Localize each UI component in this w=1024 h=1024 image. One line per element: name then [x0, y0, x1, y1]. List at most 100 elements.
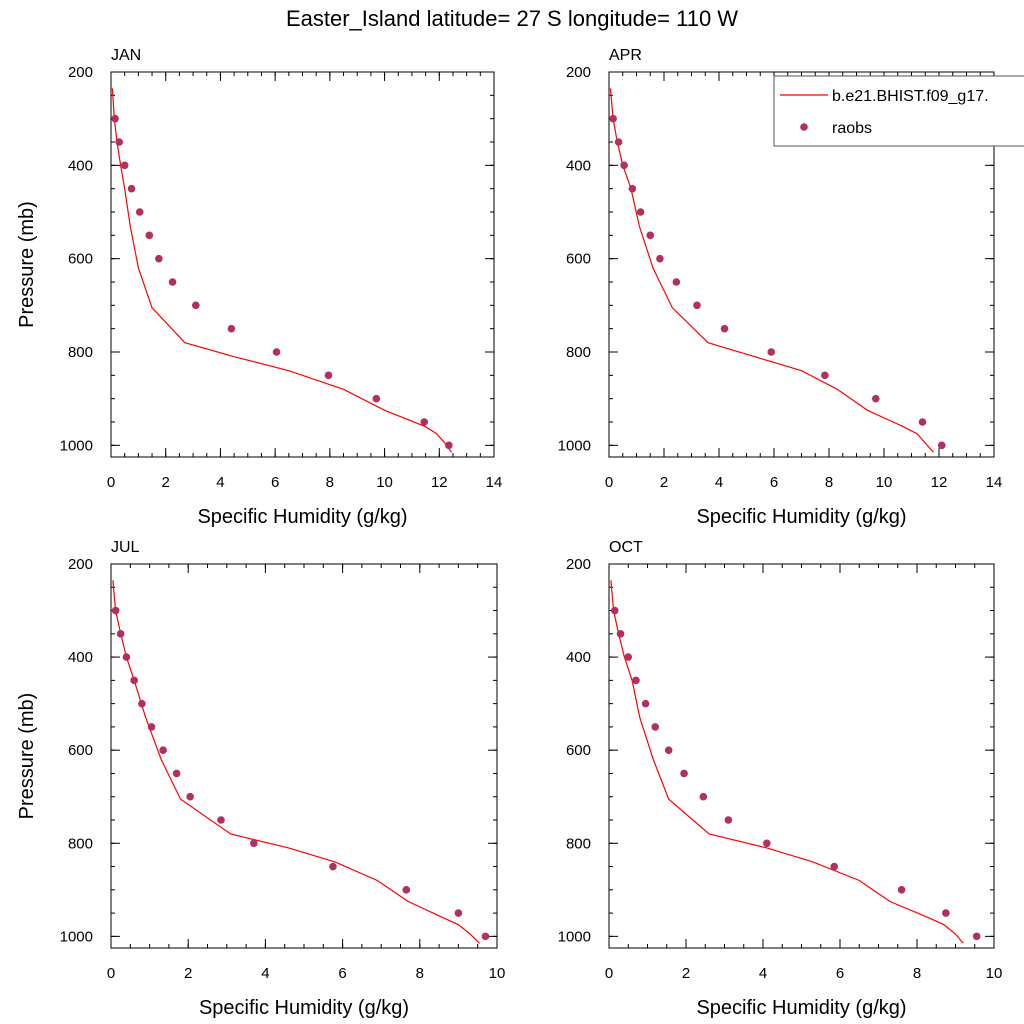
obs-point	[763, 839, 771, 848]
x-tick-label: 0	[605, 965, 613, 982]
x-tick-label: 12	[931, 474, 948, 491]
y-tick-label: 200	[566, 64, 591, 81]
y-tick-label: 200	[68, 64, 93, 81]
obs-point	[138, 699, 146, 708]
y-axis-label: Pressure (mb)	[16, 693, 38, 820]
panel-label: JAN	[111, 47, 141, 64]
plot-frame	[110, 563, 498, 949]
x-tick-label: 2	[660, 474, 668, 491]
y-tick-label: 600	[566, 742, 591, 759]
y-tick-label: 400	[68, 649, 93, 666]
obs-point	[641, 699, 650, 708]
x-tick-label: 4	[216, 474, 224, 491]
obs-point	[217, 816, 225, 824]
obs-point	[420, 418, 429, 426]
obs-point	[918, 418, 927, 426]
y-tick-label: 600	[68, 251, 93, 268]
obs-point	[115, 138, 124, 146]
x-tick-label: 2	[184, 965, 192, 982]
panel-jan: 0 2 4 6 8 10 12 14 200 400 600 800 1000 JAN Specific H…	[16, 47, 502, 528]
x-tick-label: 10	[986, 965, 1003, 982]
y-axis-label: Pressure (mb)	[16, 201, 38, 328]
panel-apr: 0 2 4 6 8 10 12 14 200 400 600 800 1000 APR Specific H…	[558, 47, 1003, 528]
obs-point	[636, 208, 645, 216]
obs-point	[145, 231, 154, 240]
obs-point	[693, 301, 701, 310]
x-tick-label: 14	[486, 474, 503, 491]
model-line	[112, 580, 481, 944]
x-tick-label: 8	[416, 965, 424, 982]
obs-point	[616, 630, 625, 638]
model-line	[610, 580, 964, 944]
legend: b.e21.BHIST.f09_g17.raobs	[773, 75, 1024, 147]
x-tick-label: 2	[682, 965, 690, 982]
obs-point	[942, 909, 950, 917]
legend-model-label: b.e21.BHIST.f09_g17.	[832, 88, 989, 105]
obs-point	[767, 348, 776, 356]
panel-oct: 0 2 4 6 8 10 200 400 600 800 1000 OCT Specific Humid…	[558, 539, 1003, 1019]
y-tick-label: 600	[566, 251, 591, 268]
obs-point	[272, 348, 281, 356]
x-tick-label: 6	[338, 965, 346, 982]
obs-point	[972, 932, 981, 941]
x-tick-label: 8	[913, 965, 921, 982]
obs-point	[672, 278, 681, 286]
x-axis-label: Specific Humidity (g/kg)	[197, 506, 407, 528]
obs-point	[481, 932, 490, 941]
obs-point	[135, 208, 144, 216]
x-tick-label: 6	[836, 965, 844, 982]
plot-frame	[110, 71, 495, 458]
y-tick-label: 400	[566, 157, 591, 174]
obs-point	[614, 138, 623, 146]
obs-point	[116, 630, 125, 638]
obs-point	[111, 114, 119, 123]
obs-point	[720, 324, 729, 333]
obs-point	[324, 371, 333, 380]
panel-label: OCT	[609, 539, 643, 556]
obs-point	[664, 746, 673, 754]
x-tick-label: 8	[825, 474, 833, 491]
y-tick-label: 600	[68, 742, 93, 759]
obs-point	[130, 676, 138, 685]
x-tick-label: 4	[261, 965, 269, 982]
x-axis-label: Specific Humidity (g/kg)	[696, 506, 906, 528]
obs-point	[610, 606, 619, 615]
obs-point	[227, 324, 236, 333]
obs-point	[186, 792, 194, 801]
obs-point	[329, 862, 337, 871]
y-tick-label: 1000	[558, 437, 591, 454]
obs-point	[937, 441, 946, 450]
obs-point	[656, 254, 664, 263]
obs-point	[646, 231, 655, 240]
x-tick-label: 0	[605, 474, 613, 491]
obs-point	[168, 278, 177, 286]
obs-point	[111, 606, 120, 615]
obs-point	[609, 114, 617, 123]
y-tick-label: 400	[68, 157, 93, 174]
x-tick-label: 4	[759, 965, 767, 982]
x-tick-label: 10	[876, 474, 893, 491]
obs-point	[632, 676, 640, 685]
x-tick-label: 10	[376, 474, 393, 491]
x-tick-label: 4	[715, 474, 723, 491]
obs-point	[159, 746, 167, 754]
obs-point	[699, 792, 708, 801]
y-tick-label: 800	[68, 835, 93, 852]
obs-point	[620, 161, 628, 170]
obs-point	[155, 254, 163, 263]
x-tick-label: 0	[107, 965, 115, 982]
y-tick-label: 200	[566, 556, 591, 573]
x-tick-label: 2	[162, 474, 170, 491]
obs-point	[445, 441, 453, 450]
obs-point	[120, 161, 129, 170]
panel-label: JUL	[111, 539, 140, 556]
legend-box	[773, 75, 1024, 147]
y-tick-label: 800	[566, 344, 591, 361]
y-tick-label: 1000	[60, 928, 93, 945]
x-tick-label: 0	[107, 474, 115, 491]
obs-point	[680, 769, 688, 778]
y-tick-label: 1000	[558, 928, 591, 945]
obs-point	[127, 184, 136, 193]
